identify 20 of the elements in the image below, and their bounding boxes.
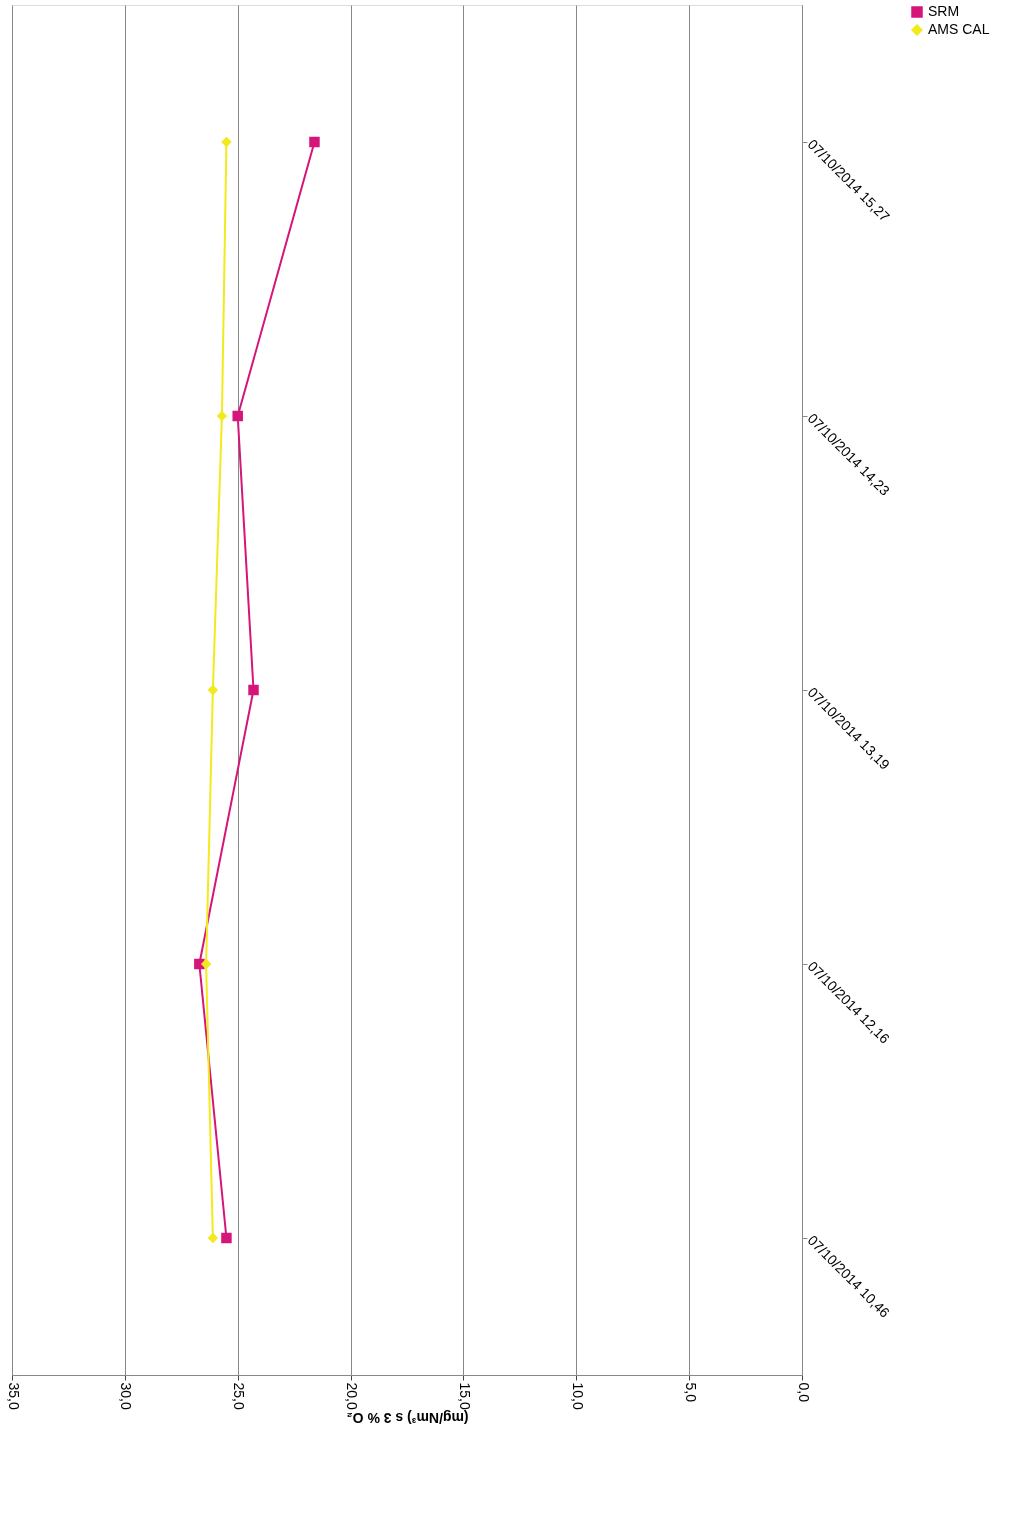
point <box>207 684 219 696</box>
point <box>248 684 259 696</box>
point <box>200 958 212 970</box>
x-tick-label: 30,0 <box>118 1382 135 1410</box>
x-tick-label: 10,0 <box>569 1382 586 1410</box>
point <box>221 1232 232 1244</box>
point <box>309 136 320 148</box>
x-tick-label: 15,0 <box>456 1382 473 1410</box>
point <box>232 410 243 422</box>
x-tick-label: 5,0 <box>682 1382 699 1403</box>
point <box>207 1232 219 1244</box>
x-axis-title: (mg/Nm³) s 3 % O₂ <box>346 1409 469 1426</box>
x-tick-label: 25,0 <box>231 1382 248 1410</box>
legend-label: AMS CAL <box>928 21 990 37</box>
point <box>221 136 232 148</box>
x-tick-label: 0,0 <box>795 1382 812 1403</box>
legend-label: SRM <box>928 3 960 19</box>
point <box>216 410 228 422</box>
x-tick-label: 35,0 <box>5 1382 22 1410</box>
x-tick-label: 20,0 <box>344 1382 361 1410</box>
